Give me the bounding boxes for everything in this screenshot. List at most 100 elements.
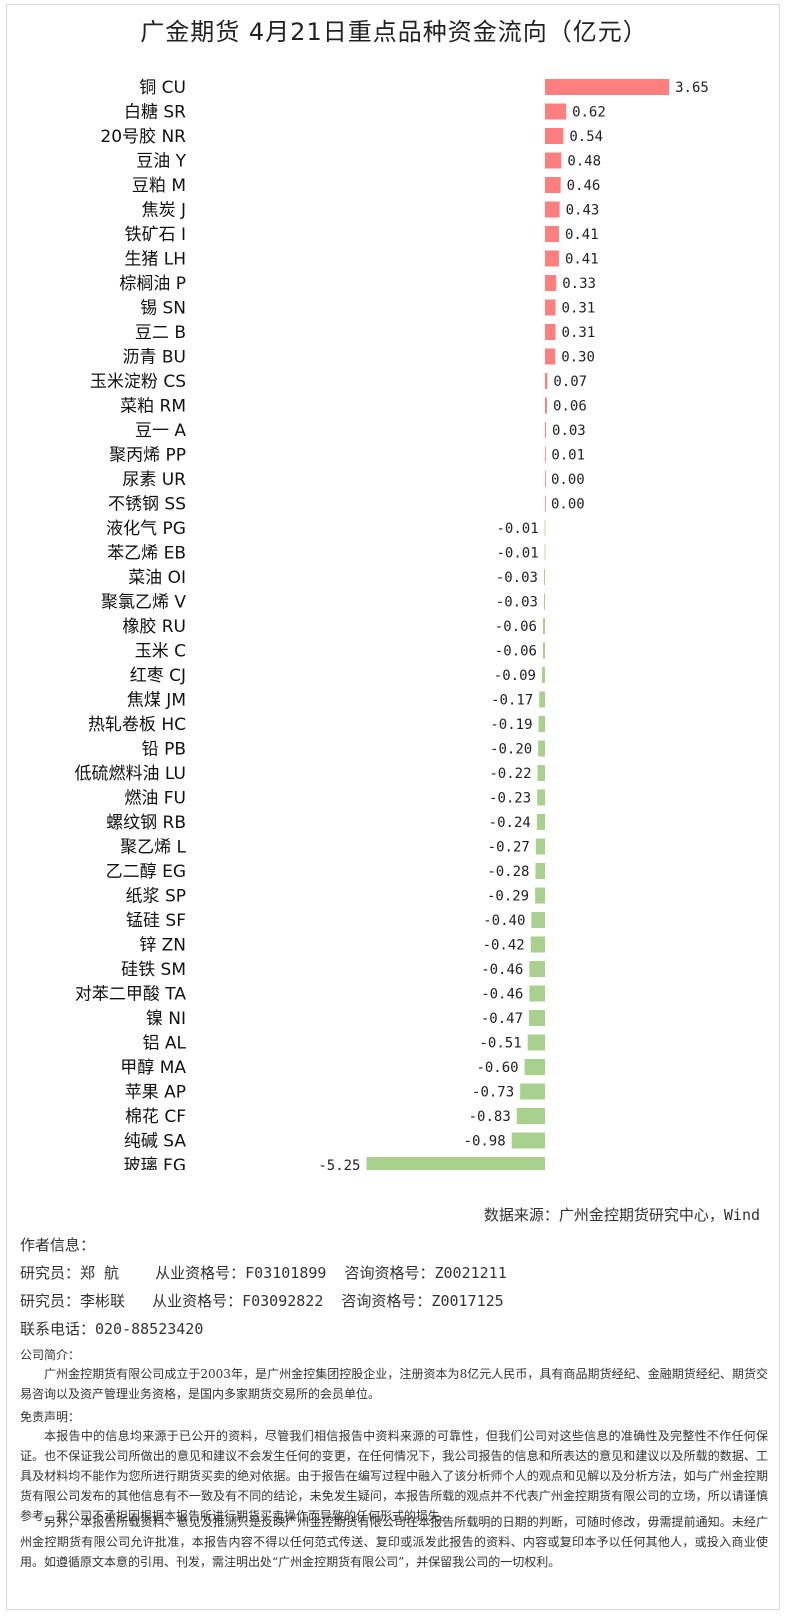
value-label: 0.31	[562, 325, 596, 341]
contact-phone: 联系电话：020-88523420	[20, 1320, 204, 1338]
category-label: 豆油 Y	[136, 152, 186, 172]
value-label: 0.03	[552, 423, 586, 439]
bar	[545, 226, 559, 242]
page-frame	[6, 4, 780, 1610]
bar	[531, 912, 545, 928]
value-label: -0.29	[487, 889, 529, 905]
value-label: -0.06	[495, 644, 537, 660]
bar	[545, 275, 557, 291]
bar	[535, 863, 545, 879]
bar	[545, 373, 548, 389]
category-label: 锰硅 SF	[126, 911, 186, 931]
value-label: -0.51	[480, 1036, 522, 1052]
bar	[535, 887, 545, 904]
category-label: 沥青 BU	[122, 348, 186, 368]
value-label: 0.41	[565, 227, 599, 243]
bar	[529, 1010, 545, 1026]
bar	[537, 789, 545, 806]
bar	[520, 1083, 545, 1100]
bar	[545, 397, 548, 414]
bar	[545, 446, 546, 463]
bar	[544, 520, 546, 536]
value-label: 0.46	[567, 178, 601, 194]
bar	[545, 177, 561, 193]
category-label: 铅 PB	[142, 740, 186, 760]
value-label: 0.07	[553, 374, 587, 390]
category-label: 燃油 FU	[124, 789, 186, 809]
category-label: 聚丙烯 PP	[109, 446, 186, 466]
category-label: 低硫燃料油 LU	[75, 764, 186, 784]
bar	[545, 103, 567, 120]
category-label: 玻璃 FG	[124, 1156, 186, 1170]
category-label: 豆二 B	[135, 323, 186, 343]
value-label: -5.25	[318, 1158, 360, 1170]
value-label: -0.46	[481, 987, 523, 1003]
category-label: 锡 SN	[140, 299, 186, 319]
bar	[542, 642, 545, 659]
value-label: -0.98	[464, 1134, 506, 1150]
value-label: -0.40	[483, 913, 525, 929]
bar	[535, 838, 545, 855]
category-label: 热轧卷板 HC	[88, 715, 186, 735]
bar-chart: 铜 CU 白糖 SR 20号胶 NR 豆油 Y 豆粕 M 焦炭 J 铁矿石 I 生猪 LH 棕榈…	[75, 78, 709, 1170]
value-label: 0.54	[569, 129, 603, 145]
value-label: -0.09	[494, 668, 536, 684]
value-label: -0.42	[483, 938, 525, 954]
author-line-1: 研究员：郑 航 从业资格号：F03101899 咨询资格号：Z0021211	[20, 1264, 507, 1282]
value-label: -0.28	[487, 864, 529, 880]
value-label: -0.83	[469, 1109, 511, 1125]
disclaimer-paragraph-2: 另外，本报告所载资料、意见及推测只是反映广州金控期货有限公司在本报告所载明的日期…	[20, 1515, 768, 1569]
category-label: 棕榈油 P	[119, 274, 186, 294]
category-label: 硅铁 SM	[121, 960, 186, 980]
value-label: -0.19	[490, 717, 532, 733]
bar	[545, 152, 562, 169]
value-label: -0.24	[489, 815, 531, 831]
category-label: 菜油 OI	[128, 568, 186, 588]
category-label: 乙二醇 EG	[106, 862, 186, 882]
value-label: -0.01	[497, 521, 539, 537]
bar	[545, 250, 559, 267]
bar	[537, 765, 545, 781]
bar	[366, 1157, 545, 1170]
value-label: 0.33	[562, 276, 596, 292]
category-label: 对苯二甲酸 TA	[75, 985, 186, 1005]
author-heading: 作者信息：	[20, 1236, 96, 1254]
category-label: 螺纹钢 RB	[106, 813, 186, 833]
data-source: 数据来源：广州金控期货研究中心，Wind	[483, 1206, 760, 1224]
category-label: 生猪 LH	[124, 250, 186, 270]
category-label: 玉米淀粉 CS	[90, 372, 186, 392]
value-label: -0.22	[489, 766, 531, 782]
bar	[543, 569, 545, 585]
value-label: 0.06	[553, 399, 587, 415]
category-label: 焦煤 JM	[127, 691, 186, 711]
category-label: 聚氯乙烯 V	[101, 593, 186, 613]
bar	[545, 128, 564, 144]
category-label: 苹果 AP	[125, 1083, 186, 1103]
bar	[545, 348, 556, 365]
disclaimer-heading: 免责声明：	[20, 1410, 81, 1424]
value-label: 0.43	[566, 203, 600, 219]
value-label: 0.48	[567, 154, 601, 170]
value-label: 0.62	[572, 105, 606, 121]
category-label: 玉米 C	[135, 642, 186, 662]
bar	[545, 422, 547, 438]
value-label: -0.20	[490, 742, 532, 758]
category-label: 苯乙烯 EB	[107, 544, 186, 564]
bar	[544, 544, 546, 561]
bar	[538, 716, 545, 732]
company-text: 广州金控期货有限公司成立于2003年，是广州金控集团控股企业，注册资本为8亿元人…	[20, 1367, 768, 1401]
bar	[516, 1108, 545, 1124]
bar	[545, 299, 556, 316]
bar	[529, 985, 545, 1002]
bar	[529, 961, 545, 977]
bar	[539, 691, 545, 708]
value-label: -0.47	[481, 1011, 523, 1027]
bar	[541, 667, 545, 683]
value-label: 0.41	[565, 252, 599, 268]
value-label: 0.00	[551, 497, 585, 513]
bar	[545, 471, 546, 487]
category-label: 红枣 CJ	[130, 666, 186, 686]
bar	[545, 201, 560, 218]
value-label: -0.03	[496, 595, 538, 611]
value-label: -0.27	[488, 840, 530, 856]
